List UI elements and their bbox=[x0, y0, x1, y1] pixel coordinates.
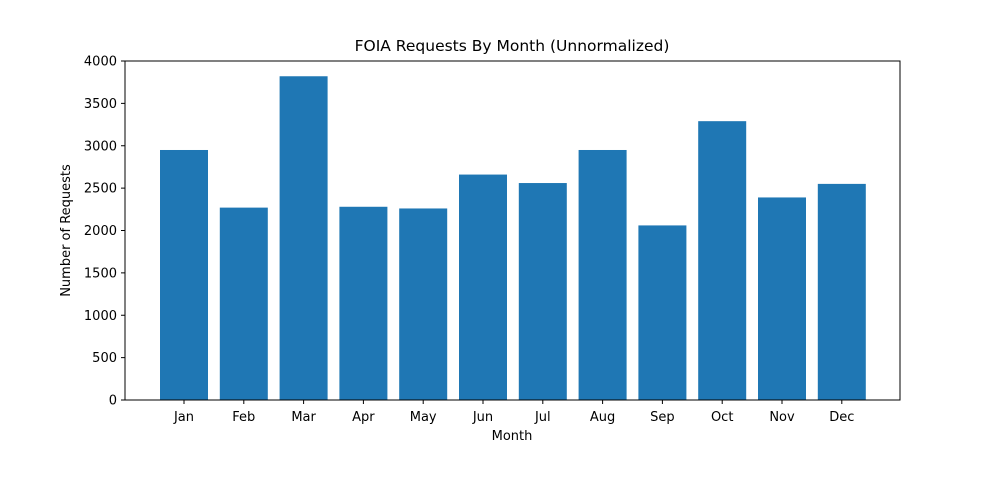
x-tick-label: Jul bbox=[534, 410, 551, 425]
x-tick-label: Apr bbox=[352, 410, 375, 425]
y-tick-label: 0 bbox=[109, 394, 117, 409]
x-axis-label: Month bbox=[492, 429, 533, 444]
bar-nov bbox=[758, 197, 806, 400]
bar-jan bbox=[160, 149, 208, 400]
bar-sep bbox=[638, 225, 687, 400]
y-tick-label: 3500 bbox=[84, 97, 117, 112]
x-tick-label: Nov bbox=[769, 410, 795, 425]
x-tick-label: Mar bbox=[291, 410, 316, 425]
x-axis: Jan Feb Mar Apr May Jun Jul Aug Sep Oct Nov Dec bbox=[173, 400, 854, 425]
x-tick-label: Jan bbox=[173, 410, 194, 425]
y-tick-label: 2500 bbox=[84, 182, 117, 197]
x-tick-label: Jun bbox=[472, 410, 493, 425]
y-tick-label: 2000 bbox=[84, 224, 117, 239]
y-tick-label: 4000 bbox=[84, 55, 117, 70]
bar-may bbox=[399, 208, 448, 400]
bar-series bbox=[160, 76, 866, 401]
bar-apr bbox=[339, 206, 388, 400]
x-tick-label: Dec bbox=[829, 410, 854, 425]
bar-feb bbox=[219, 207, 268, 400]
bar-jun bbox=[459, 174, 507, 400]
x-tick-label: Aug bbox=[590, 410, 615, 425]
plot-frame bbox=[124, 60, 901, 401]
bar-oct bbox=[698, 121, 747, 401]
x-tick-label: Feb bbox=[232, 410, 255, 425]
y-tick-label: 500 bbox=[92, 351, 117, 366]
y-axis: 0 500 1000 1500 2000 2500 3000 3500 4000 bbox=[84, 55, 125, 409]
bar-dec bbox=[817, 183, 866, 400]
bar-mar bbox=[279, 76, 328, 400]
y-tick-label: 1000 bbox=[84, 309, 117, 324]
x-tick-label: Oct bbox=[711, 410, 733, 425]
x-tick-label: May bbox=[410, 410, 437, 425]
chart-title: FOIA Requests By Month (Unnormalized) bbox=[355, 37, 670, 55]
x-tick-label: Sep bbox=[650, 410, 675, 425]
y-tick-label: 1500 bbox=[84, 266, 117, 281]
y-tick-label: 3000 bbox=[84, 139, 117, 154]
y-axis-label: Number of Requests bbox=[59, 164, 74, 297]
bar-jul bbox=[518, 183, 567, 400]
bar-aug bbox=[578, 149, 627, 400]
